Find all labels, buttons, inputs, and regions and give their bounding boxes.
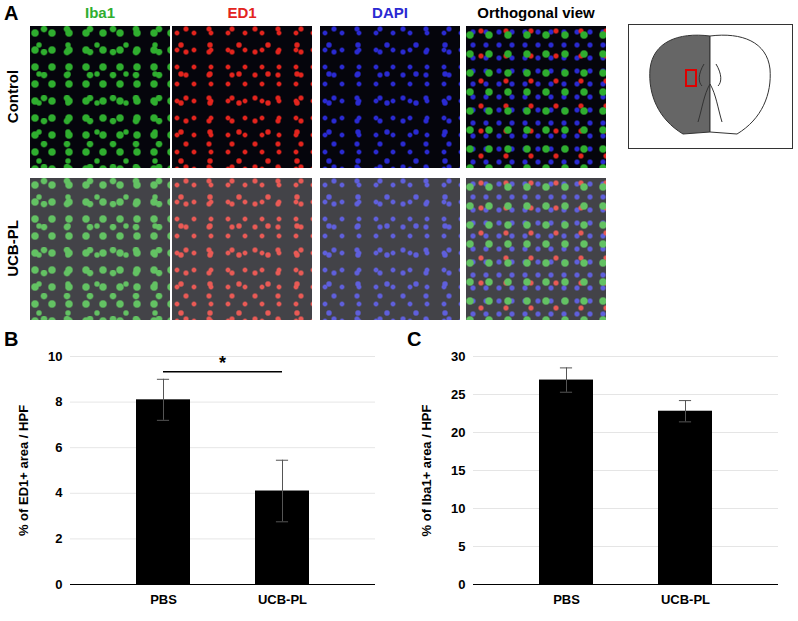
html-text:B: B xyxy=(4,328,19,350)
svg-text:0: 0 xyxy=(55,577,62,592)
svg-text:2: 2 xyxy=(55,531,62,546)
svg-text:PBS: PBS xyxy=(553,592,580,607)
html-text:C: C xyxy=(407,328,422,350)
svg-text:15: 15 xyxy=(451,463,465,478)
svg-text:0: 0 xyxy=(458,577,465,592)
svg-text:30: 30 xyxy=(451,349,465,364)
html-text:Iba1: Iba1 xyxy=(85,4,115,21)
html-text:Orthogonal view: Orthogonal view xyxy=(477,4,595,21)
html-text:DAPI: DAPI xyxy=(372,4,408,21)
html-text:UCB-PL: UCB-PL xyxy=(3,220,21,277)
svg-text:*: * xyxy=(219,353,226,373)
svg-text:PBS: PBS xyxy=(150,592,177,607)
svg-text:5: 5 xyxy=(458,539,465,554)
html-text:A: A xyxy=(4,2,19,24)
svg-text:4: 4 xyxy=(55,485,63,500)
svg-text:6: 6 xyxy=(55,440,62,455)
svg-text:20: 20 xyxy=(451,425,465,440)
svg-text:% of ED1+ area / HPF: % of ED1+ area / HPF xyxy=(16,405,31,536)
svg-text:8: 8 xyxy=(55,394,62,409)
svg-text:25: 25 xyxy=(451,387,465,402)
html-text:ED1: ED1 xyxy=(227,4,257,21)
svg-text:UCB-PL: UCB-PL xyxy=(258,592,307,607)
svg-text:UCB-PL: UCB-PL xyxy=(661,592,710,607)
svg-text:% of Iba1+ area / HPF: % of Iba1+ area / HPF xyxy=(419,405,434,537)
svg-text:10: 10 xyxy=(48,349,62,364)
svg-text:10: 10 xyxy=(451,501,465,516)
html-text:Control: Control xyxy=(3,69,21,124)
